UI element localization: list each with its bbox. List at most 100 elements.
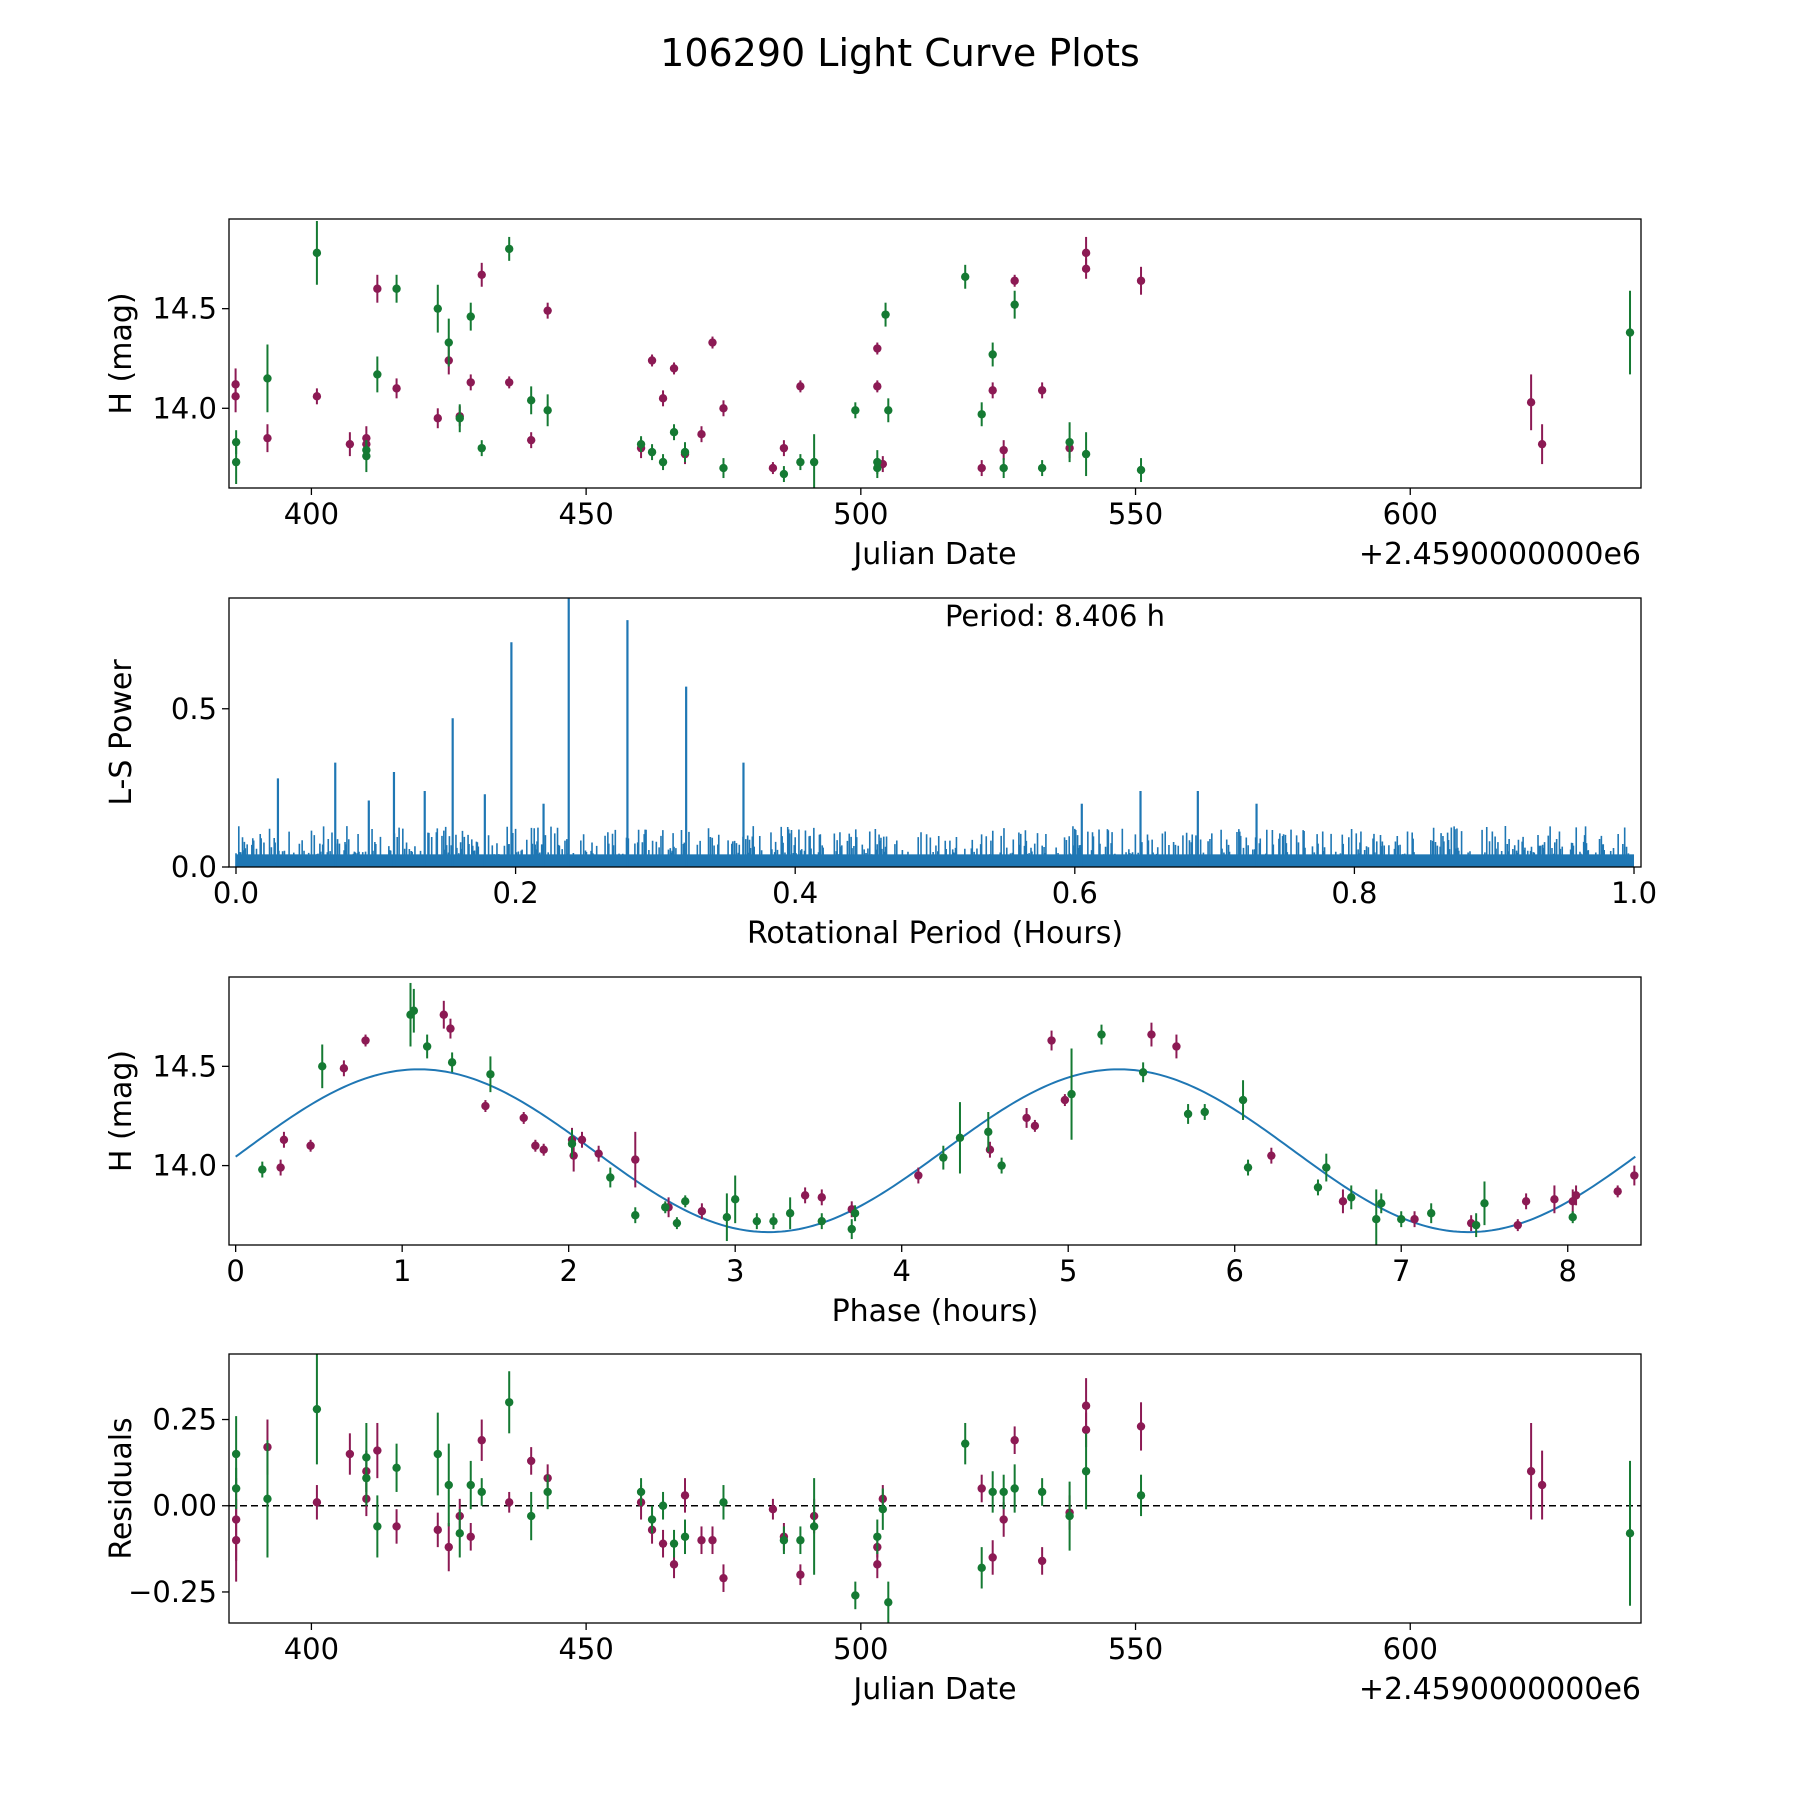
plot-area <box>231 220 1635 488</box>
y-tick-label: 0.25 <box>152 1403 217 1437</box>
data-point <box>697 1536 706 1545</box>
data-point <box>1136 465 1146 475</box>
data-point <box>878 1504 888 1514</box>
data-point <box>1243 1163 1253 1172</box>
panel-periodogram: Period: 8.406 h 0.0 0.2 0.4 0.6 0.8 1.0 0.0 0.5 R… <box>104 597 1657 951</box>
data-point <box>999 1515 1008 1524</box>
data-point <box>392 1463 401 1473</box>
data-point <box>373 1446 382 1455</box>
data-point <box>658 1501 668 1510</box>
y-axis-label: L-S Power <box>104 659 139 806</box>
data-point <box>680 1491 690 1500</box>
data-point <box>719 463 728 473</box>
data-point <box>988 1487 997 1497</box>
data-point <box>1521 1197 1531 1206</box>
data-point <box>373 1522 382 1531</box>
data-point <box>1625 328 1635 337</box>
data-point <box>955 1133 965 1143</box>
data-point <box>577 1135 587 1144</box>
data-point <box>752 1216 762 1226</box>
data-point <box>988 1553 997 1562</box>
data-point <box>231 1484 241 1493</box>
data-point <box>1010 300 1019 309</box>
data-point <box>719 1573 728 1583</box>
data-point <box>1537 1480 1547 1490</box>
x-axis-label: Rotational Period (Hours) <box>747 916 1123 951</box>
plot-area <box>229 1354 1641 1623</box>
data-point <box>231 392 240 401</box>
data-point <box>681 1197 690 1206</box>
data-point <box>768 463 778 473</box>
data-point <box>444 1542 453 1552</box>
data-point <box>505 1498 514 1507</box>
x-tick-label: 3 <box>726 1254 744 1288</box>
data-point <box>708 338 717 347</box>
data-point <box>477 443 486 453</box>
data-point <box>1065 437 1074 447</box>
data-point <box>999 463 1008 473</box>
data-point <box>433 1525 442 1535</box>
axes-frame <box>228 1353 1642 1624</box>
data-point <box>800 1191 810 1200</box>
data-point <box>1010 1484 1019 1493</box>
data-point <box>1471 1220 1481 1230</box>
data-point <box>636 439 646 449</box>
data-point <box>1022 1113 1031 1123</box>
x-tick-label: 5 <box>1059 1254 1077 1288</box>
x-offset-text: +2.4590000000e6 <box>1359 537 1641 572</box>
data-point <box>318 1062 327 1071</box>
data-point <box>231 457 241 467</box>
data-point <box>505 244 514 254</box>
data-point <box>669 1560 679 1569</box>
data-point <box>519 1113 528 1123</box>
data-point <box>647 1515 657 1524</box>
data-point <box>873 1560 882 1569</box>
data-point <box>1183 1109 1193 1119</box>
data-point <box>817 1193 826 1202</box>
data-point <box>1081 1425 1091 1435</box>
data-point <box>477 270 486 279</box>
data-point <box>1010 276 1019 285</box>
data-point <box>658 1539 668 1548</box>
data-point <box>796 382 805 391</box>
data-point <box>345 439 355 449</box>
y-tick-label: 0.0 <box>171 850 217 884</box>
data-point <box>1526 398 1536 407</box>
data-point <box>1081 449 1091 459</box>
data-point <box>263 433 272 443</box>
data-point <box>526 1511 536 1521</box>
y-tick-label: 14.5 <box>152 1049 217 1083</box>
data-point <box>1037 1487 1047 1497</box>
data-point <box>543 406 552 415</box>
data-point <box>999 1487 1008 1497</box>
data-point <box>1613 1187 1622 1196</box>
y-axis-label: H (mag) <box>104 1050 139 1172</box>
data-point <box>231 1449 241 1459</box>
data-point <box>1568 1213 1577 1222</box>
data-point <box>543 1487 552 1497</box>
data-point <box>881 310 890 319</box>
data-point <box>1267 1151 1276 1160</box>
data-point <box>873 382 882 391</box>
x-tick-label: 0.2 <box>493 876 539 910</box>
data-point <box>1067 1089 1076 1099</box>
data-point <box>636 1487 646 1497</box>
data-point <box>439 1010 448 1019</box>
data-point <box>567 1139 577 1148</box>
data-point <box>446 1024 455 1033</box>
plot-area <box>235 598 1635 867</box>
data-point <box>669 364 679 373</box>
data-point <box>361 1036 370 1045</box>
data-point <box>526 1456 536 1466</box>
data-point <box>543 306 552 315</box>
data-point <box>373 370 382 379</box>
data-point <box>661 1203 670 1212</box>
data-point <box>697 430 706 439</box>
data-point <box>984 1127 993 1137</box>
panel-phase-folded: 0 1 2 3 4 5 6 7 8 14.0 14.5 Phase (hours) H (mag) <box>104 976 1642 1329</box>
data-point <box>680 447 690 457</box>
figure-title: 106290 Light Curve Plots <box>660 31 1140 75</box>
data-point <box>258 1165 267 1174</box>
data-point <box>1081 1467 1091 1476</box>
x-tick-label: 7 <box>1392 1254 1410 1288</box>
